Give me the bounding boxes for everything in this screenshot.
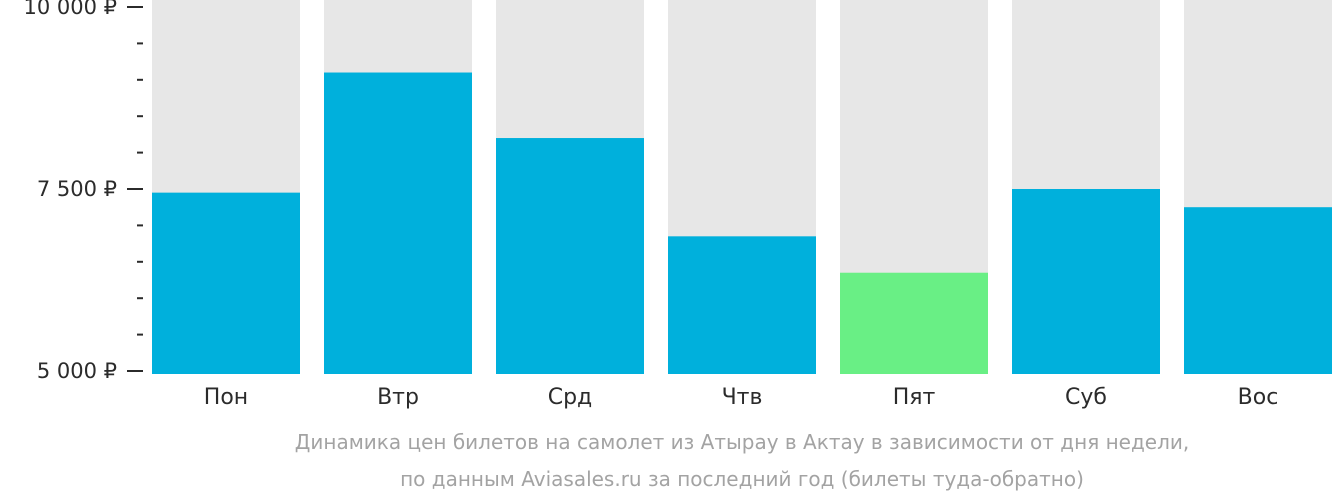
bar xyxy=(1012,189,1160,374)
x-tick-label: Вос xyxy=(1238,385,1279,410)
x-tick-label: Срд xyxy=(548,385,593,410)
y-tick-label: 7 500 ₽ xyxy=(37,177,117,201)
x-tick-label: Суб xyxy=(1065,385,1107,410)
bar xyxy=(1184,207,1332,374)
y-tick-label: 10 000 ₽ xyxy=(23,0,117,19)
bar xyxy=(496,138,644,374)
bar xyxy=(668,236,816,374)
chart-caption-line2: по данным Aviasales.ru за последний год … xyxy=(400,467,1084,491)
bar xyxy=(840,272,988,374)
chart-caption-line1: Динамика цен билетов на самолет из Атыра… xyxy=(294,430,1190,454)
x-tick-label: Пят xyxy=(893,385,936,410)
x-tick-label: Пон xyxy=(204,385,248,410)
x-tick-label: Втр xyxy=(377,385,419,410)
x-tick-label: Чтв xyxy=(722,385,763,410)
y-tick-label: 5 000 ₽ xyxy=(37,359,117,383)
bar xyxy=(152,192,300,374)
bar-chart: 5 000 ₽ 7 500 ₽ 10 000 ₽ Пон Втр Срд Чтв Пят Суб… xyxy=(23,0,1332,410)
bar xyxy=(324,72,472,375)
